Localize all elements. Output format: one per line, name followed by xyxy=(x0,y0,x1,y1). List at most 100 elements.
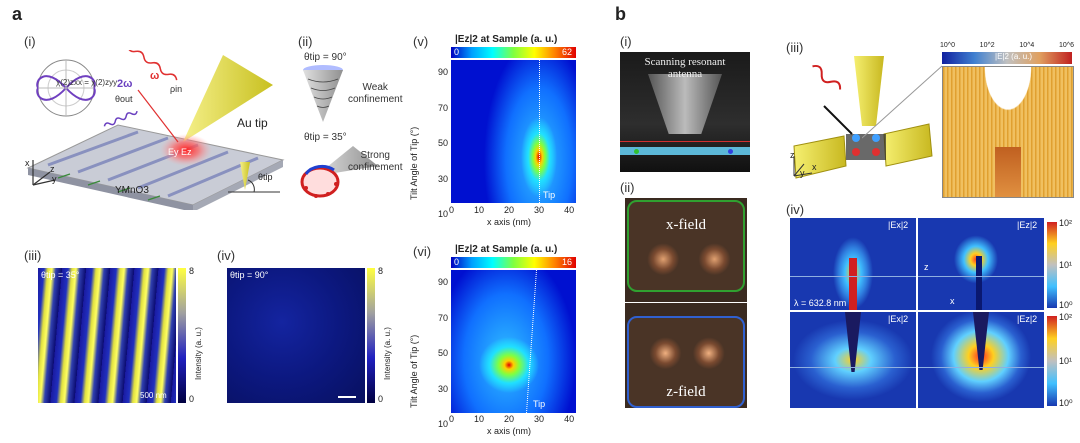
z-field-label: z-field xyxy=(666,384,706,400)
a-v-ylabel: Tilt Angle of Tip (°) xyxy=(409,126,419,200)
ex-bottom-map xyxy=(790,312,916,408)
a-v-cb-min: 0 xyxy=(454,47,460,57)
polar-label: χ(2)zxx = χ(2)zyy xyxy=(56,78,118,87)
a-vi-tip-line xyxy=(526,270,537,413)
b-iii-cb-tick: 10^2 xyxy=(979,42,995,49)
ez-label-bottom: |Ez|2 xyxy=(1017,314,1038,324)
a-vi-xtick: 0 xyxy=(449,414,455,424)
a-v-xtick: 10 xyxy=(474,205,485,215)
a-vi-ytick: 30 xyxy=(437,383,448,394)
a-v-xlabel: x axis (nm) xyxy=(487,217,532,227)
strong-label-2: confinement xyxy=(348,162,403,173)
weak-tip-icon xyxy=(303,65,343,122)
ex-label-top: |Ex|2 xyxy=(888,220,909,230)
b-iii-axis-x: x xyxy=(812,162,817,172)
b-iv-cb-top-2: 10² xyxy=(1059,312,1073,322)
a-i-label: (i) xyxy=(24,34,36,49)
b-i-title-1: Scanning resonant xyxy=(644,56,726,68)
b-iv-cb-mid-2: 10¹ xyxy=(1059,356,1073,366)
a-v-label: (v) xyxy=(413,34,429,49)
b-iv-label: (iv) xyxy=(786,202,805,217)
field-hotspot xyxy=(160,134,212,166)
a-v-tip-label: Tip xyxy=(543,190,556,200)
rho-in-label: ρin xyxy=(170,84,183,94)
a-v-cb-title: |Ez|2 at Sample (a. u.) xyxy=(455,34,558,45)
a-iii-colorbar xyxy=(178,268,186,403)
a-vi-tip-label: Tip xyxy=(533,399,546,409)
au-tip-label: Au tip xyxy=(237,116,268,130)
x-field-box xyxy=(627,200,745,292)
ex-label-bottom: |Ex|2 xyxy=(888,314,909,324)
wavelength-label: λ = 632.8 nm xyxy=(794,298,847,308)
b-iii-cb-tick: 10^4 xyxy=(1019,42,1035,49)
ez-label-top: |Ez|2 xyxy=(1017,220,1038,230)
a-vi-ytick: 70 xyxy=(437,312,448,323)
a-iii-scale: 500 nm xyxy=(140,391,167,400)
b-iv-colorbar-bottom xyxy=(1047,316,1057,406)
a-v-ytick: 70 xyxy=(437,102,448,113)
b-iv-cb-mid: 10¹ xyxy=(1059,260,1073,270)
a-iii-cb-max: 8 xyxy=(189,266,195,276)
a-vi-cb-min: 0 xyxy=(454,257,460,267)
a-v-xtick: 20 xyxy=(504,205,515,215)
b-iv-axis-z: z xyxy=(924,262,929,272)
a-iv-label: (iv) xyxy=(217,248,236,263)
a-v-xtick: 30 xyxy=(534,205,545,215)
substrate-layer xyxy=(620,147,750,155)
a-iv-scalebar xyxy=(338,396,356,398)
b-iii-label: (iii) xyxy=(786,40,804,55)
axis-x-label: x xyxy=(25,158,30,168)
ymno3-label: YMnO3 xyxy=(115,185,149,196)
a-vi-xtick: 40 xyxy=(564,414,575,424)
strong-tip-icon xyxy=(300,146,378,198)
a-vi-label: (vi) xyxy=(413,244,432,259)
a-iv-colorbar xyxy=(367,268,375,403)
a-ii-top-angle: θtip = 90° xyxy=(304,52,347,63)
b-ii-label: (ii) xyxy=(620,180,635,195)
omega2-label: 2ω xyxy=(117,78,133,90)
b-i-title-2: antenna xyxy=(667,68,703,80)
strong-label-1: Strong xyxy=(360,150,390,161)
a-iv-angle: θtip = 90° xyxy=(230,270,269,280)
b-iii-cb-tick: 10^0 xyxy=(940,42,955,49)
weak-label-2: confinement xyxy=(348,94,403,105)
a-iii-label: (iii) xyxy=(24,248,42,263)
a-vi-ytick: 90 xyxy=(437,277,448,287)
a-v-ytick: 50 xyxy=(437,138,448,148)
ex-top-map xyxy=(790,218,916,310)
a-vi-xtick: 30 xyxy=(534,414,545,424)
a-iii-cb-label: Intensity (a. u.) xyxy=(194,327,203,380)
a-v-tip-line xyxy=(539,60,540,203)
b-iv-cb-bot: 10⁰ xyxy=(1059,300,1073,310)
a-vi-heatmap xyxy=(451,270,576,413)
omega-label: ω xyxy=(150,70,160,82)
a-i-schematic xyxy=(26,50,285,210)
a-iv-map xyxy=(227,268,365,403)
b-iii-colorbar xyxy=(942,52,1072,64)
theta-tip-label: θtip xyxy=(258,172,273,182)
au-tip-shape xyxy=(183,55,273,142)
axis-z-label: z xyxy=(50,164,55,174)
a-v-xtick: 40 xyxy=(564,205,575,215)
b-iii-cb-tick: 10^6 xyxy=(1059,42,1074,49)
a-iii-map xyxy=(38,268,176,403)
b-ii-image xyxy=(625,198,747,408)
a-vi-ytick: 10 xyxy=(437,419,448,429)
a-vi-colorbar xyxy=(451,257,576,268)
z-field-box xyxy=(627,316,745,408)
x-field-label: x-field xyxy=(666,217,706,233)
a-v-heatmap xyxy=(451,60,576,203)
a-vi-cb-title: |Ez|2 at Sample (a. u.) xyxy=(455,244,558,255)
a-vi-ytick: 50 xyxy=(437,348,448,358)
weak-label-1: Weak xyxy=(362,82,388,93)
b-i-image xyxy=(620,52,750,172)
a-v-ytick: 90 xyxy=(437,67,448,77)
a-iii-cb-min: 0 xyxy=(189,394,195,404)
a-iv-cb-min: 0 xyxy=(378,394,384,404)
a-v-cb-max: 62 xyxy=(562,47,573,57)
a-iv-cb-max: 8 xyxy=(378,266,384,276)
a-v-xtick: 0 xyxy=(449,205,455,215)
a-v-colorbar xyxy=(451,47,576,58)
field-labels: Ey Ez xyxy=(168,147,192,157)
b-i-label: (i) xyxy=(620,34,632,49)
